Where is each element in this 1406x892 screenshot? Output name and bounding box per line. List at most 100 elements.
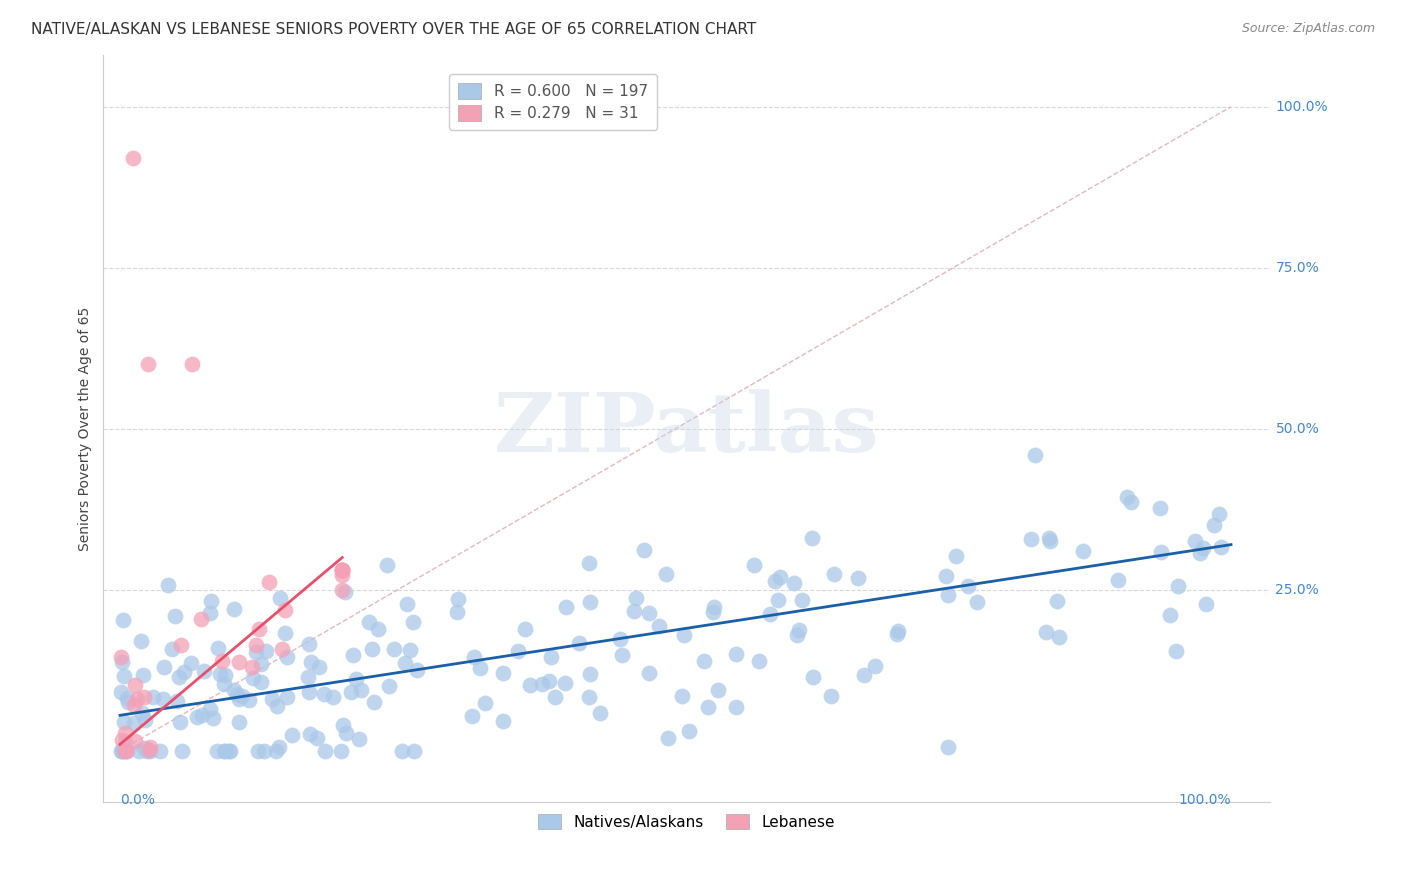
Point	[191, 708, 214, 723]
Point	[936, 740, 959, 755]
Point	[823, 566, 845, 581]
Point	[537, 673, 560, 688]
Text: NATIVE/ALASKAN VS LEBANESE SENIORS POVERTY OVER THE AGE OF 65 CORRELATION CHART: NATIVE/ALASKAN VS LEBANESE SENIORS POVER…	[31, 22, 756, 37]
Point	[1039, 534, 1062, 549]
Point	[350, 683, 373, 698]
Point	[228, 655, 250, 669]
Point	[887, 624, 910, 638]
Point	[138, 742, 160, 756]
Point	[759, 607, 782, 622]
Point	[128, 744, 150, 758]
Point	[110, 650, 132, 665]
Point	[335, 726, 357, 740]
Legend: Natives/Alaskans, Lebanese: Natives/Alaskans, Lebanese	[531, 807, 841, 836]
Point	[554, 600, 576, 615]
Point	[554, 676, 576, 690]
Point	[198, 606, 221, 620]
Point	[211, 654, 233, 668]
Point	[136, 744, 159, 758]
Point	[623, 604, 645, 618]
Point	[508, 644, 530, 658]
Point	[1204, 518, 1226, 533]
Point	[402, 615, 425, 629]
Point	[114, 744, 136, 758]
Point	[531, 676, 554, 690]
Point	[231, 689, 253, 703]
Point	[1121, 494, 1143, 508]
Point	[647, 619, 669, 633]
Point	[254, 643, 277, 657]
Point	[253, 744, 276, 758]
Point	[305, 731, 328, 745]
Point	[247, 622, 270, 636]
Point	[382, 642, 405, 657]
Point	[801, 670, 824, 684]
Point	[257, 574, 280, 589]
Point	[276, 650, 298, 665]
Point	[166, 694, 188, 708]
Point	[200, 594, 222, 608]
Point	[678, 724, 700, 739]
Point	[578, 556, 600, 570]
Point	[330, 568, 353, 582]
Point	[391, 744, 413, 758]
Point	[769, 570, 792, 584]
Point	[742, 558, 765, 572]
Point	[250, 675, 273, 690]
Point	[697, 700, 720, 714]
Point	[214, 668, 236, 682]
Point	[540, 650, 562, 665]
Text: 100.0%: 100.0%	[1275, 100, 1329, 113]
Point	[138, 739, 160, 754]
Point	[579, 595, 602, 609]
Point	[863, 658, 886, 673]
Point	[332, 718, 354, 732]
Point	[1150, 545, 1173, 559]
Point	[314, 744, 336, 758]
Point	[218, 744, 240, 758]
Point	[117, 696, 139, 710]
Point	[626, 591, 648, 605]
Point	[112, 669, 135, 683]
Point	[399, 642, 422, 657]
Point	[157, 578, 180, 592]
Point	[1191, 541, 1213, 555]
Point	[846, 571, 869, 585]
Point	[122, 716, 145, 731]
Point	[1035, 624, 1057, 639]
Point	[609, 632, 631, 646]
Point	[330, 582, 353, 597]
Point	[219, 744, 242, 758]
Point	[1047, 630, 1070, 644]
Point	[269, 591, 291, 606]
Point	[330, 563, 353, 577]
Point	[299, 655, 322, 669]
Point	[122, 151, 145, 165]
Point	[406, 664, 429, 678]
Point	[377, 679, 399, 693]
Point	[297, 670, 319, 684]
Point	[935, 569, 957, 583]
Point	[394, 656, 416, 670]
Point	[111, 744, 134, 758]
Point	[142, 690, 165, 704]
Point	[474, 696, 496, 710]
Point	[134, 714, 156, 728]
Point	[375, 558, 398, 572]
Point	[790, 593, 813, 607]
Point	[346, 673, 368, 687]
Point	[207, 744, 229, 758]
Point	[1167, 578, 1189, 592]
Point	[402, 744, 425, 758]
Point	[115, 744, 138, 758]
Point	[357, 615, 380, 629]
Point	[568, 636, 591, 650]
Y-axis label: Seniors Poverty Over the Age of 65: Seniors Poverty Over the Age of 65	[79, 307, 93, 551]
Point	[134, 740, 156, 755]
Point	[703, 600, 725, 615]
Point	[190, 612, 212, 626]
Point	[330, 563, 353, 577]
Point	[167, 670, 190, 684]
Point	[270, 642, 292, 657]
Point	[966, 594, 988, 608]
